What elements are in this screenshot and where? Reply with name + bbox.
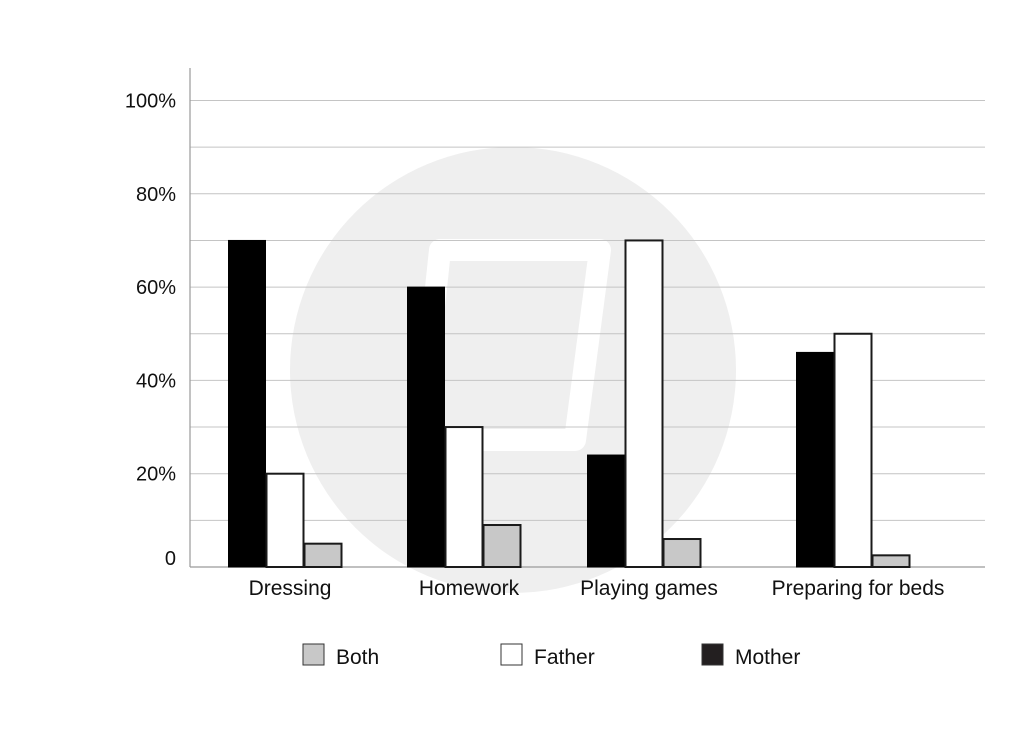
legend-label-both: Both <box>336 646 379 669</box>
y-tick-label-40: 40% <box>136 370 176 392</box>
legend-swatch-mother <box>701 643 724 666</box>
bar-father-playing-games <box>624 239 664 568</box>
bar-both-homework <box>482 524 522 569</box>
bar-both-dressing <box>303 542 343 568</box>
y-tick-label-0: 0 <box>165 548 176 570</box>
legend-swatch-both <box>302 643 325 666</box>
x-category-label-homework: Homework <box>419 577 520 600</box>
y-tick-label-80: 80% <box>136 184 176 206</box>
x-axis-categories: Dressing Homework Playing games Preparing f… <box>249 577 945 600</box>
legend: Both Father Mother <box>302 643 800 669</box>
bar-father-preparing-for-beds <box>833 332 873 568</box>
bar-father-dressing <box>265 472 305 569</box>
legend-label-father: Father <box>534 646 595 669</box>
x-category-label-preparing-for-beds: Preparing for beds <box>772 577 945 600</box>
y-tick-label-60: 60% <box>136 277 176 299</box>
x-category-label-playing-games: Playing games <box>580 577 718 600</box>
y-axis-ticks: 0 20% 40% 60% 80% 100% <box>125 91 176 571</box>
bar-mother-homework <box>407 286 445 568</box>
y-tick-label-100: 100% <box>125 91 176 113</box>
legend-swatch-father <box>500 643 523 666</box>
bar-both-playing-games <box>662 538 702 569</box>
bar-mother-dressing <box>228 239 266 568</box>
legend-label-mother: Mother <box>735 646 800 669</box>
bar-both-preparing-for-beds <box>871 554 911 569</box>
bar-father-homework <box>444 426 484 568</box>
x-category-label-dressing: Dressing <box>249 577 332 600</box>
y-tick-label-20: 20% <box>136 464 176 486</box>
bar-mother-preparing-for-beds <box>796 351 834 568</box>
bar-mother-playing-games <box>587 454 625 568</box>
bars <box>228 239 911 569</box>
